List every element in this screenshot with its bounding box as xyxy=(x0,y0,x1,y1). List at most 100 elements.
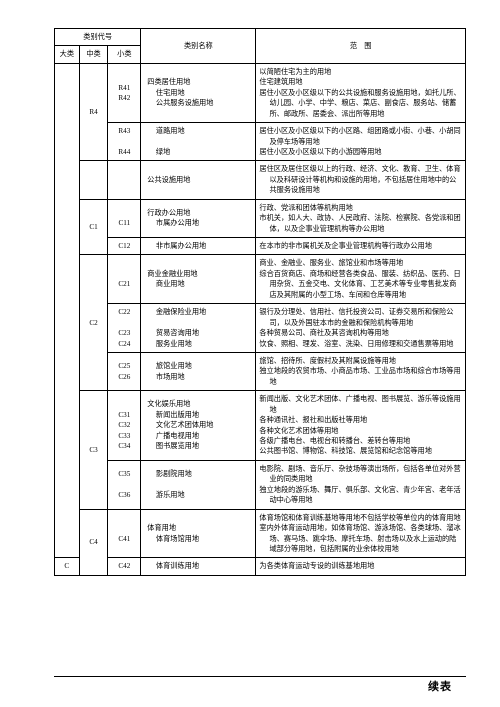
cell-scope: 为各类体育运动专设的训练基地用地 xyxy=(256,558,466,575)
classification-table: 类别代号 类别名称 范 围 大类 中类 小类 R4 R41 R42 四类居住用地… xyxy=(54,28,466,576)
code-c12: C12 xyxy=(108,238,141,255)
code-r42: R42 xyxy=(118,94,130,102)
code-c21: C21 xyxy=(118,280,130,288)
name-c2: 商业金融业用地 xyxy=(147,270,197,278)
name-c4: 体育用地 xyxy=(147,524,176,532)
cell-scope: 体育场馆和体育训练基地等用地不包括学校等单位内的体育用地 室内外体育运动用地，如… xyxy=(256,509,466,558)
cell-name: 四类居住用地 住宅用地 公共服务设施用地 xyxy=(141,63,256,122)
code-r44: R44 xyxy=(118,148,130,156)
scope-c2: 商业、金融业、服务业、旅馆业和市场等用地 xyxy=(259,258,462,268)
cell-small: C21 xyxy=(108,255,141,304)
scope-c33: 各级广播电台、电视台和转播台、差转台等用地 xyxy=(259,436,462,446)
name-c25: 旅馆业用地 xyxy=(147,361,252,371)
table-row: C25 C26 旅馆业用地 市场用地 旅馆、招待所、度假村及其附属设施等用地 独… xyxy=(55,352,466,390)
mid-blank xyxy=(79,161,108,199)
main-cat-c: C xyxy=(55,558,80,575)
cell-small: R43 R44 xyxy=(108,123,141,161)
scope-r4: 以简陋住宅为主的用地 xyxy=(259,67,462,77)
name-c3: 文化娱乐用地 xyxy=(147,400,190,408)
code-c42: C42 xyxy=(108,558,141,575)
name-c41: 体育场馆用地 xyxy=(147,534,252,544)
name-c26: 市场用地 xyxy=(147,372,252,382)
name-c22: 金融保险业用地 xyxy=(147,307,252,317)
mid-code-c4: C4 xyxy=(79,509,108,575)
code-c41: C41 xyxy=(118,535,130,543)
name-c12: 非市属办公用地 xyxy=(147,241,252,251)
cell-small: C31 C32 C33 C34 xyxy=(108,391,141,461)
cell-scope: 新闻出版、文化艺术团体、广播电视、图书展览、游乐等设施用地 各种通讯社、报社和出… xyxy=(256,391,466,461)
table-row: 公共设施用地 居住区及居住区级以上的行政、经济、文化、教育、卫生、体育以及科研设… xyxy=(55,161,466,199)
scope-r42: 居住小区及小区级以下的公共设施和服务设施用地，如托儿所、幼儿园、小学、中学、粮店… xyxy=(259,88,462,119)
cell-name: 道路用地 绿地 xyxy=(141,123,256,161)
mid-code-r4: R4 xyxy=(79,63,108,161)
scope-c34: 公共图书馆、博物馆、科技馆、展览馆和纪念馆等用地 xyxy=(259,446,462,456)
scope-c4: 体育场馆和体育训练基地等用地不包括学校等单位内的体育用地 xyxy=(259,513,462,523)
cell-small: C22 C23 C24 xyxy=(108,304,141,353)
small-blank xyxy=(108,161,141,199)
scope-c22: 银行及分理处、信用社、信托投资公司、证券交易所和保险公司，以及外国驻本市的金融和… xyxy=(259,307,462,328)
scope-c32: 各种文化艺术团体等用地 xyxy=(259,426,462,436)
scope-r44: 居住小区及小区级以下的小游园等用地 xyxy=(259,147,462,157)
mid-code-c2: C2 xyxy=(79,255,108,391)
name-c31: 新闻出版用地 xyxy=(147,410,252,420)
header-scope: 范 围 xyxy=(256,29,466,64)
name-c24: 服务业用地 xyxy=(147,339,252,349)
cell-name: 体育用地 体育场馆用地 xyxy=(141,509,256,558)
scope-c25: 旅馆、招待所、度假村及其附属设施等用地 xyxy=(259,356,462,366)
name-r4: 四类居住用地 xyxy=(147,78,190,86)
cell-name: 商业金融业用地 商业用地 xyxy=(141,255,256,304)
scope-c11: 市机关，如人大、政协、人民政府、法院、检察院、各党派和团体，以及企事业管理机构等… xyxy=(259,213,462,234)
cell-name: 行政办公用地 市属办公用地 xyxy=(141,199,256,237)
cell-small: C35 C36 xyxy=(108,460,141,509)
code-c31: C31 xyxy=(118,411,130,419)
scope-r43: 居住小区及小区级以下的小区路、组团路或小街、小巷、小胡同及停车场等用地 xyxy=(259,126,462,147)
table-row: C2 C21 商业金融业用地 商业用地 商业、金融业、服务业、旅馆业和市场等用地… xyxy=(55,255,466,304)
cell-small: R41 R42 xyxy=(108,63,141,122)
name-c23: 贸易咨询用地 xyxy=(147,328,252,338)
table-row: C12 非市属办公用地 在本市的非市属机关及企事业管理机构等行政办公用地 xyxy=(55,238,466,255)
name-c34: 图书展览用地 xyxy=(147,441,252,451)
name-r43: 道路用地 xyxy=(147,126,252,136)
scope-c35: 电影院、剧场、音乐厅、杂技场等演出场所，包括各单位对外营业的同类用地 xyxy=(259,464,462,485)
document-page: 类别代号 类别名称 范 围 大类 中类 小类 R4 R41 R42 四类居住用地… xyxy=(0,0,500,707)
name-c36: 游乐用地 xyxy=(147,490,252,500)
scope-c24: 饮食、照相、理发、浴室、洗染、日用修理和交通售票等用地 xyxy=(259,339,462,349)
cell-scope: 居住小区及小区级以下的小区路、组团路或小街、小巷、小胡同及停车场等用地 居住小区… xyxy=(256,123,466,161)
header-code-group: 类别代号 xyxy=(55,29,141,46)
cell-scope: 银行及分理处、信用社、信托投资公司、证券交易所和保险公司，以及外国驻本市的金融和… xyxy=(256,304,466,353)
scope-cpub-text: 居住区及居住区级以上的行政、经济、文化、教育、卫生、体育以及科研设计等机构和设施… xyxy=(259,164,462,195)
cell-small: C11 xyxy=(108,199,141,237)
header-mid: 中类 xyxy=(79,46,108,63)
name-c32: 文化艺术团体用地 xyxy=(147,420,252,430)
scope-c3: 新闻出版、文化艺术团体、广播电视、图书展览、游乐等设施用地 xyxy=(259,394,462,415)
cell-scope: 以简陋住宅为主的用地 住宅建筑用地 居住小区及小区级以下的公共设施和服务设施用地… xyxy=(256,63,466,122)
scope-c36: 独立地段的游乐场、舞厅、俱乐部、文化宫、青少年宫、老年活动中心等用地 xyxy=(259,485,462,506)
name-c11: 市属办公用地 xyxy=(147,218,252,228)
cell-name: 体育训练用地 xyxy=(141,558,256,575)
scope-c42: 为各类体育运动专设的训练基地用地 xyxy=(259,561,462,571)
name-c33: 广播电视用地 xyxy=(147,431,252,441)
name-r42: 公共服务设施用地 xyxy=(147,98,252,108)
name-c35: 影剧院用地 xyxy=(147,469,252,479)
table-row: C22 C23 C24 金融保险业用地 贸易咨询用地 服务业用地 银行及分理处、… xyxy=(55,304,466,353)
header-small: 小类 xyxy=(108,46,141,63)
scope-c23: 各种贸易公司、商社及其咨询机构等用地 xyxy=(259,328,462,338)
cell-small: C41 xyxy=(108,509,141,558)
cell-name: 文化娱乐用地 新闻出版用地 文化艺术团体用地 广播电视用地 图书展览用地 xyxy=(141,391,256,461)
footer-rule xyxy=(54,676,466,677)
cell-name: 影剧院用地 游乐用地 xyxy=(141,460,256,509)
name-r41: 住宅用地 xyxy=(147,88,252,98)
cell-name: 金融保险业用地 贸易咨询用地 服务业用地 xyxy=(141,304,256,353)
table-row: R43 R44 道路用地 绿地 居住小区及小区级以下的小区路、组团路或小街、小巷… xyxy=(55,123,466,161)
code-c36: C36 xyxy=(118,491,130,499)
mid-code-c1: C1 xyxy=(79,199,108,255)
scope-r41: 住宅建筑用地 xyxy=(259,77,462,87)
name-c42: 体育训练用地 xyxy=(147,561,252,571)
code-r43: R43 xyxy=(118,127,130,135)
code-c34: C34 xyxy=(118,442,130,450)
cell-name: 旅馆业用地 市场用地 xyxy=(141,352,256,390)
code-c26: C26 xyxy=(118,373,130,381)
table-row: C35 C36 影剧院用地 游乐用地 电影院、剧场、音乐厅、杂技场等演出场所，包… xyxy=(55,460,466,509)
table-row: C1 C11 行政办公用地 市属办公用地 行政、党派和团体等机构用地 市机关，如… xyxy=(55,199,466,237)
cell-small: C25 C26 xyxy=(108,352,141,390)
